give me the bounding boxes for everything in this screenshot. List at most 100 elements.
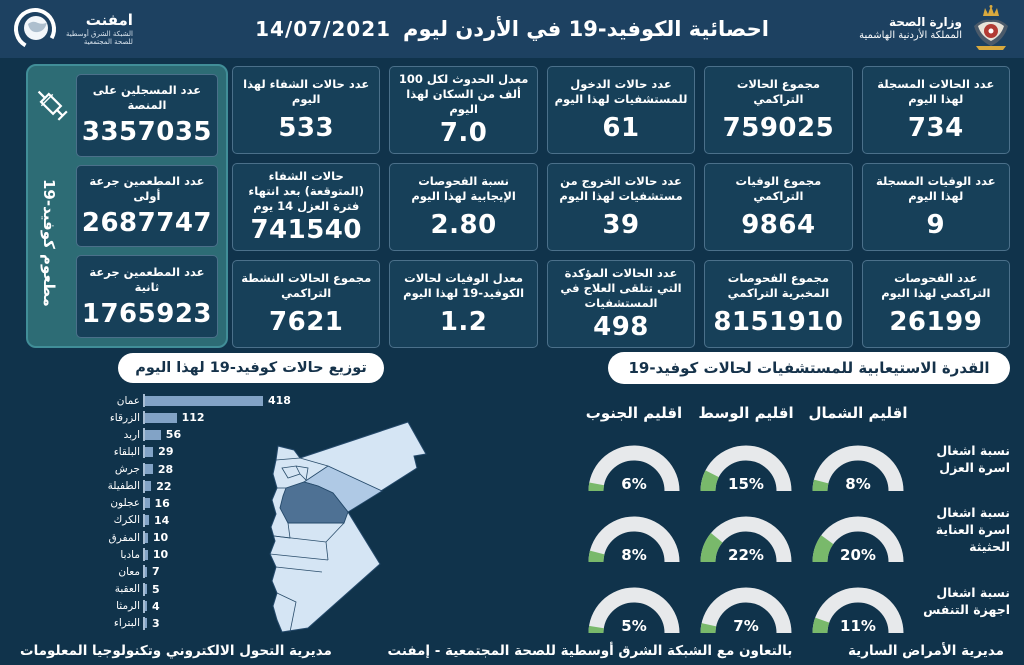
- bar-value: 28: [157, 462, 174, 476]
- gauge: 20%: [802, 495, 914, 566]
- stat-card: نسبة الفحوصات الإيجابية لهذا اليوم 2.80: [389, 163, 538, 251]
- stat-label: عدد حالات الشفاء لهذا اليوم: [243, 77, 370, 106]
- stat-card: مجموع الوفيات التراكمي 9864: [704, 163, 853, 251]
- stat-card: عدد حالات الخروج من مستشفيات لهذا اليوم 3…: [546, 163, 696, 251]
- bar-value: 10: [152, 548, 169, 562]
- capacity-row-label: نسبة اشغال اسرة العزل: [936, 442, 1010, 475]
- syringe-icon: [37, 90, 68, 121]
- bar-value: 10: [152, 531, 169, 545]
- vaccination-value: 2687747: [81, 208, 212, 239]
- bar: [145, 464, 153, 475]
- bar-axis-tick: [143, 479, 145, 493]
- vaccination-card: عدد المسجلين على المنصة 3357035: [75, 74, 218, 157]
- gauge-arc-icon: [700, 587, 792, 634]
- bar: [145, 601, 147, 612]
- bar-value: 4: [152, 599, 160, 613]
- vaccination-panel: مطعوم كوفيد-19 عدد المسجلين على المنصة 33…: [26, 64, 228, 348]
- gauge-percent: 6%: [621, 475, 647, 493]
- bar-row: جرش 28: [88, 462, 302, 477]
- stat-card: معدل الحدوث لكل 100 ألف من السكان لهذا ا…: [389, 66, 538, 154]
- bar-value: 5: [152, 582, 160, 596]
- gauge: 11%: [802, 566, 914, 637]
- vaccination-side-strip: مطعوم كوفيد-19: [28, 66, 74, 346]
- gauge-percent: 7%: [733, 617, 759, 635]
- gauge-percent: 5%: [621, 617, 647, 635]
- stat-value: 2.80: [430, 209, 497, 240]
- ministry-block: وزارة الصحة المملكة الأردنية الهاشمية: [822, 4, 1012, 54]
- ministry-name: وزارة الصحة: [888, 15, 962, 30]
- bar: [145, 429, 161, 440]
- logo-name: امفنت: [85, 11, 133, 30]
- vaccination-card: عدد المطعمين جرعة أولى 2687747: [75, 164, 218, 248]
- gauge-arc-icon: [700, 516, 792, 563]
- stat-label: عدد الحالات المؤكدة التي تتلقى العلاج في…: [560, 266, 682, 310]
- report-title: احصائية الكوفيد-19 في الأردن ليوم: [403, 17, 769, 41]
- gauge-percent: 8%: [845, 475, 871, 493]
- bar: [145, 395, 263, 406]
- bar-axis-tick: [143, 616, 145, 630]
- bar-row: البلقاء 29: [88, 444, 302, 459]
- stat-value: 533: [278, 112, 335, 143]
- bar-axis-tick: [143, 462, 145, 476]
- capacity-column-header: اقليم الشمال: [808, 404, 908, 422]
- stat-label: حالات الشفاء (المتوقعة) بعد انتهاء فترة …: [248, 169, 364, 213]
- bar-axis-tick: [143, 445, 145, 459]
- bar-label: المفرق: [108, 531, 140, 544]
- capacity-column-header: اقليم الوسط: [698, 404, 794, 422]
- gauge: 8%: [802, 424, 914, 495]
- bar-row: الرمثا 4: [88, 599, 302, 614]
- bar-row: معان 7: [88, 564, 302, 579]
- stats-grid: عدد الحالات المسجلة لهذا اليوم 734 مجموع ا…: [232, 66, 1010, 348]
- gauge: 15%: [690, 424, 802, 495]
- stat-card: عدد الحالات المسجلة لهذا اليوم 734: [861, 66, 1010, 154]
- bar-row: البتراء 3: [88, 616, 302, 631]
- bar: [145, 549, 148, 560]
- stat-card: معدل الوفيات لحالات الكوفيد-19 لهذا اليو…: [389, 260, 538, 348]
- bar-value: 14: [153, 513, 170, 527]
- bar-value: 7: [152, 565, 160, 579]
- bar-axis-tick: [143, 411, 145, 425]
- bar-label: عجلون: [110, 497, 140, 510]
- bar-label: معان: [118, 565, 140, 578]
- bar-label: اربد: [123, 428, 140, 441]
- bar-label: الطفيلة: [107, 480, 140, 493]
- stat-card: عدد الفحوصات التراكمي لهذا اليوم 26199: [861, 260, 1010, 348]
- bar: [145, 584, 147, 595]
- bar-axis-tick: [143, 531, 145, 545]
- jordan-coat-of-arms-icon: [974, 5, 1008, 50]
- stat-label: عدد حالات الدخول للمستشفيات لهذا اليوم: [554, 77, 688, 106]
- bar-label: البلقاء: [113, 445, 140, 458]
- bar-label: الرمثا: [116, 600, 140, 613]
- gauge-arc-icon: [588, 445, 680, 492]
- vaccination-side-label: مطعوم كوفيد-19: [40, 179, 58, 307]
- capacity-corner: [914, 394, 1014, 424]
- stat-value: 9: [926, 209, 946, 240]
- stat-label: مجموع الوفيات التراكمي: [735, 174, 822, 203]
- gauge-arc-icon: [588, 516, 680, 563]
- bar-row: الطفيلة 22: [88, 479, 302, 494]
- report-date: 14/07/2021: [255, 17, 392, 41]
- hospital-capacity-gauges: اقليم الشمال اقليم الوسط اقليم الجنوب نسبة …: [576, 394, 1014, 638]
- kingdom-name: المملكة الأردنية الهاشمية: [859, 30, 962, 42]
- bar-axis-tick: [143, 394, 145, 407]
- bar: [145, 618, 147, 629]
- bar-value: 418: [268, 394, 291, 407]
- bar-axis-tick: [143, 599, 145, 613]
- bar-label: العقبة: [114, 583, 140, 596]
- bar-row: عجلون 16: [88, 496, 302, 511]
- bar: [145, 481, 152, 492]
- stat-value: 1.2: [439, 306, 488, 337]
- bar-row: اربد 56: [88, 427, 302, 442]
- stat-value: 39: [602, 209, 640, 240]
- stat-card: عدد حالات الشفاء لهذا اليوم 533: [232, 66, 381, 154]
- bar: [145, 446, 154, 457]
- bar-value: 3: [152, 616, 160, 630]
- vaccination-cards: عدد المسجلين على المنصة 3357035 عدد المطعم…: [74, 66, 226, 346]
- gauge-arc-icon: [812, 587, 904, 634]
- vaccination-label: عدد المطعمين جرعة ثانية: [89, 264, 205, 294]
- bar-axis-tick: [143, 513, 145, 527]
- gauge-percent: 8%: [621, 546, 647, 564]
- stat-label: عدد الحالات المسجلة لهذا اليوم: [877, 77, 995, 106]
- bar-axis-tick: [143, 428, 145, 442]
